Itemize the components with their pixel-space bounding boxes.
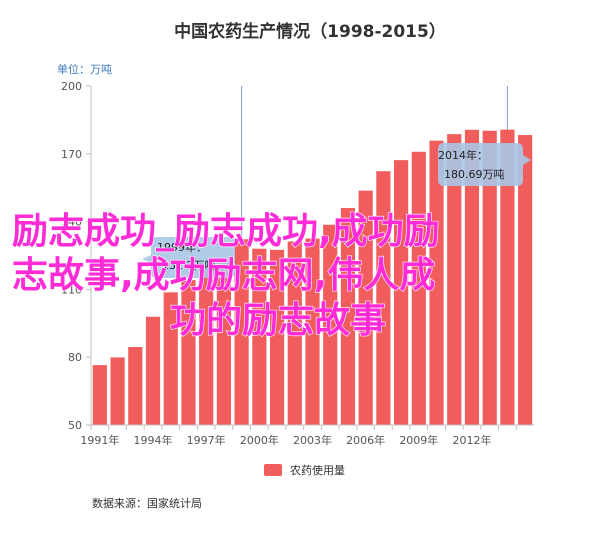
bar-2004[interactable] <box>323 224 338 425</box>
y-tick-label-170: 170 <box>61 148 82 161</box>
watermark-overlay: 励志成功_励志成功,成功励 志故事,成功励志网,伟人成 功的励志故事 <box>11 210 440 341</box>
chart-title: 中国农药生产情况（1998-2015） <box>174 21 446 42</box>
tooltip-1999: 1999年： 132.2万吨 <box>142 237 235 278</box>
bars-layer[interactable] <box>92 129 533 426</box>
bar-2001[interactable] <box>269 249 285 425</box>
legend-label: 农药使用量 <box>290 463 345 477</box>
bar-1995[interactable] <box>163 292 178 425</box>
bar-1993[interactable] <box>128 347 143 425</box>
y-tick-label-140: 140 <box>61 216 82 229</box>
tooltip-2014-shape <box>438 143 531 186</box>
y-axis: 50 80 110 140 170 200 <box>61 80 92 432</box>
tooltip-1999-value: 132.2万吨 <box>162 259 216 272</box>
x-tick-label-1994: 1994年 <box>134 433 173 447</box>
bar-2006[interactable] <box>358 190 373 425</box>
x-tick-label-2012: 2012年 <box>452 433 491 447</box>
bar-1998[interactable] <box>216 259 231 425</box>
bar-2015[interactable] <box>518 135 533 426</box>
y-tick-label-80: 80 <box>68 351 82 364</box>
tooltip-2014-value: 180.69万吨 <box>444 168 505 181</box>
bar-1996[interactable] <box>181 280 196 425</box>
bar-2010[interactable] <box>429 140 444 425</box>
tooltip-2014-year: 2014年： <box>438 148 488 162</box>
bar-1997[interactable] <box>199 267 214 425</box>
legend-swatch <box>264 464 282 476</box>
x-tick-label-2006: 2006年 <box>346 433 385 447</box>
legend[interactable]: 农药使用量 <box>264 463 345 477</box>
bar-1991[interactable] <box>92 365 107 425</box>
bar-2011[interactable] <box>447 134 462 425</box>
bar-2000[interactable] <box>252 248 267 425</box>
bar-2009[interactable] <box>411 151 426 425</box>
tooltip-1999-year: 1999年： <box>157 240 207 254</box>
unit-label: 单位：万吨 <box>57 62 112 76</box>
y-tick-label-50: 50 <box>68 419 82 432</box>
bar-1992[interactable] <box>110 357 125 425</box>
bar-2005[interactable] <box>340 208 356 425</box>
overlay-line-3: 功的励志故事 <box>170 300 386 341</box>
x-tick-label-2009: 2009年 <box>399 433 438 447</box>
bar-1994[interactable] <box>145 316 161 425</box>
overlay-line-2: 志故事,成功励志网,伟人成 <box>12 255 435 296</box>
bar-2007[interactable] <box>376 171 391 425</box>
tooltip-1999-shape <box>142 237 235 278</box>
source-note: 数据来源：国家统计局 <box>92 496 202 510</box>
x-tick-label-1991: 1991年 <box>80 433 119 447</box>
x-axis: 1991年 1994年 1997年 2000年 2003年 2006年 2009年 2012年 <box>80 424 534 447</box>
x-tick-label-2000: 2000年 <box>240 433 279 447</box>
bar-1999[interactable] <box>234 239 249 425</box>
bar-2003[interactable] <box>305 238 320 425</box>
bar-2008[interactable] <box>394 160 409 425</box>
x-tick-label-2003: 2003年 <box>293 433 332 447</box>
bar-2013[interactable] <box>482 130 497 425</box>
overlay-line-1: 励志成功_励志成功,成功励 <box>12 211 440 252</box>
bar-2012[interactable] <box>464 129 480 425</box>
y-tick-label-110: 110 <box>61 283 82 296</box>
bar-2014[interactable] <box>500 129 515 425</box>
tooltip-2014: 2014年： 180.69万吨 <box>438 143 531 186</box>
bar-2002[interactable] <box>287 241 302 425</box>
y-tick-label-200: 200 <box>61 80 82 93</box>
x-tick-label-1997: 1997年 <box>187 433 226 447</box>
